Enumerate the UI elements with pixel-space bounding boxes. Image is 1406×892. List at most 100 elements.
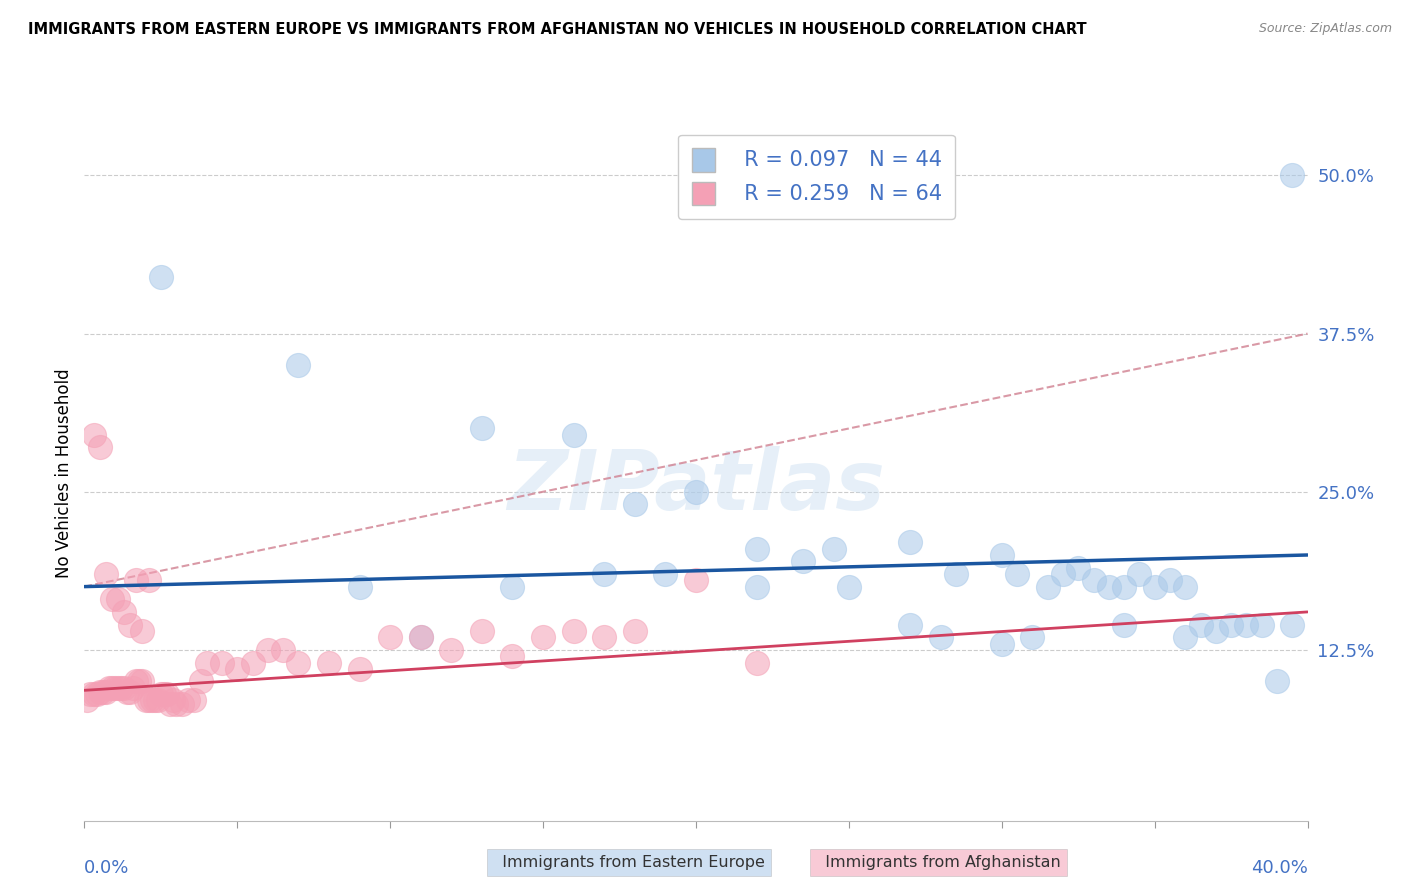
Point <box>471 624 494 638</box>
Y-axis label: No Vehicles in Household: No Vehicles in Household <box>55 368 73 578</box>
Point <box>792 554 814 568</box>
Point <box>149 269 172 284</box>
Point <box>165 698 187 712</box>
Point <box>624 624 647 638</box>
Point <box>101 592 124 607</box>
Point <box>929 630 952 644</box>
Point <box>162 693 184 707</box>
Point <box>287 656 309 670</box>
Point <box>91 684 114 698</box>
Point <box>593 566 616 581</box>
Text: 0.0%: 0.0% <box>84 859 129 877</box>
Point <box>257 643 280 657</box>
Point <box>94 566 117 581</box>
Point <box>183 693 205 707</box>
Point <box>146 693 169 707</box>
Point <box>131 674 153 689</box>
Point <box>159 698 181 712</box>
Point <box>89 684 111 698</box>
Point <box>287 358 309 372</box>
Point <box>138 574 160 588</box>
Point <box>747 656 769 670</box>
Point <box>1098 580 1121 594</box>
Point <box>1250 617 1272 632</box>
Point <box>125 574 148 588</box>
Text: Immigrants from Eastern Europe: Immigrants from Eastern Europe <box>492 855 765 870</box>
Point <box>190 674 212 689</box>
Point <box>1159 574 1181 588</box>
Point <box>107 681 129 695</box>
Point <box>110 681 132 695</box>
Point <box>562 624 585 638</box>
Point <box>685 484 707 499</box>
Point <box>898 535 921 549</box>
Point <box>226 662 249 676</box>
Point <box>138 693 160 707</box>
Point <box>898 617 921 632</box>
Point <box>156 687 179 701</box>
Point <box>122 681 145 695</box>
Point <box>177 693 200 707</box>
Point <box>1021 630 1043 644</box>
Point <box>1005 566 1028 581</box>
Point <box>135 693 157 707</box>
Text: 40.0%: 40.0% <box>1251 859 1308 877</box>
Point <box>115 684 138 698</box>
Point <box>1174 630 1197 644</box>
Point <box>1143 580 1166 594</box>
Point <box>112 681 135 695</box>
Legend:   R = 0.097   N = 44,   R = 0.259   N = 64: R = 0.097 N = 44, R = 0.259 N = 64 <box>678 135 955 219</box>
Point <box>945 566 967 581</box>
Point <box>1234 617 1257 632</box>
Point <box>1052 566 1074 581</box>
Point <box>131 624 153 638</box>
Text: Source: ZipAtlas.com: Source: ZipAtlas.com <box>1258 22 1392 36</box>
Text: IMMIGRANTS FROM EASTERN EUROPE VS IMMIGRANTS FROM AFGHANISTAN NO VEHICLES IN HOU: IMMIGRANTS FROM EASTERN EUROPE VS IMMIGR… <box>28 22 1087 37</box>
Text: Immigrants from Afghanistan: Immigrants from Afghanistan <box>815 855 1062 870</box>
Point <box>654 566 676 581</box>
Point <box>838 580 860 594</box>
Point <box>318 656 340 670</box>
Point <box>195 656 218 670</box>
Point <box>349 580 371 594</box>
Point <box>624 497 647 511</box>
Point <box>1281 169 1303 183</box>
Point <box>89 441 111 455</box>
Point <box>440 643 463 657</box>
Point <box>502 649 524 664</box>
Point <box>823 541 845 556</box>
Point <box>172 698 194 712</box>
Point <box>747 580 769 594</box>
Point <box>143 693 166 707</box>
Point <box>141 693 163 707</box>
Point <box>1128 566 1150 581</box>
Point <box>562 427 585 442</box>
Point <box>1174 580 1197 594</box>
Point <box>101 681 124 695</box>
Point <box>1220 617 1243 632</box>
Point <box>409 630 432 644</box>
Point <box>128 674 150 689</box>
Point <box>120 617 142 632</box>
Point <box>747 541 769 556</box>
Point <box>125 674 148 689</box>
Text: ZIPatlas: ZIPatlas <box>508 446 884 527</box>
Point <box>1036 580 1059 594</box>
Point <box>991 636 1014 650</box>
Point <box>149 687 172 701</box>
Point <box>1067 560 1090 574</box>
Point <box>153 687 176 701</box>
Point <box>409 630 432 644</box>
Point <box>471 421 494 435</box>
Point <box>97 681 120 695</box>
Point <box>242 656 264 670</box>
Point <box>211 656 233 670</box>
Point <box>593 630 616 644</box>
Point <box>120 684 142 698</box>
Point <box>991 548 1014 562</box>
Point <box>349 662 371 676</box>
Point <box>1083 574 1105 588</box>
Point <box>380 630 402 644</box>
Point <box>94 684 117 698</box>
Point <box>86 687 108 701</box>
